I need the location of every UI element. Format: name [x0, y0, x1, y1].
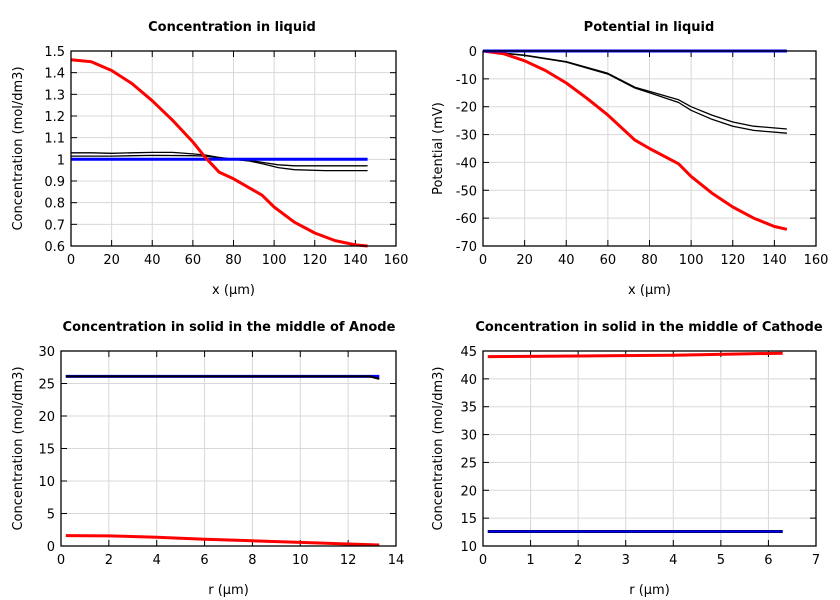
x-tick-label: 1: [526, 553, 534, 568]
x-tick-label: 14: [388, 553, 405, 568]
series-line: [71, 151, 368, 167]
y-tick-label: 25: [460, 456, 477, 471]
x-tick-label: 8: [248, 553, 256, 568]
y-tick-label: -60: [456, 212, 477, 227]
x-axis-label: x (μm): [628, 283, 671, 298]
x-tick-label: 6: [200, 553, 208, 568]
x-tick-label: 60: [600, 253, 617, 268]
series-line: [482, 49, 788, 231]
x-tick-label: 140: [343, 253, 368, 268]
x-tick-label: 4: [153, 553, 161, 568]
chart-2: 0 20 40 60 80 100 120 140 160 -70 -60 -50 -40 -30 -20 -…: [431, 20, 828, 298]
y-tick-label: 5: [47, 508, 55, 523]
x-tick-label: 160: [384, 253, 409, 268]
y-tick-label: 1.5: [44, 45, 65, 60]
x-tick-label: 20: [103, 253, 120, 268]
y-axis-label: Potential (mV): [431, 102, 446, 195]
y-tick-label: 1: [57, 153, 65, 168]
x-tick-label: 0: [479, 553, 487, 568]
y-tick-label: -10: [456, 73, 477, 88]
x-tick-label: 160: [804, 253, 829, 268]
x-tick-label: 80: [225, 253, 242, 268]
chart-1: 0 20 40 60 80 100 120 140 160 0.6 0.7 0.8 0.9 1 1.1 1.2…: [11, 20, 408, 298]
chart-title: Concentration in liquid: [148, 20, 316, 35]
x-axis-label: r (μm): [629, 583, 670, 598]
y-tick-label: -50: [456, 184, 477, 199]
y-tick-label: 20: [38, 410, 55, 425]
x-tick-label: 0: [479, 253, 487, 268]
y-tick-label: -20: [456, 101, 477, 116]
y-tick-label: 1.2: [44, 110, 65, 125]
series-line: [487, 351, 783, 359]
y-axis-label: Concentration (mol/dm3): [431, 366, 446, 530]
x-tick-label: 6: [764, 553, 772, 568]
plot-frame: [482, 350, 817, 547]
y-tick-label: 15: [460, 512, 477, 527]
y-tick-label: 0.7: [44, 218, 65, 233]
y-tick-label: 35: [460, 401, 477, 416]
x-tick-label: 2: [574, 553, 582, 568]
series-line: [65, 534, 380, 547]
y-tick-label: 0.6: [44, 240, 65, 255]
y-tick-label: 0: [469, 45, 477, 60]
x-tick-label: 5: [717, 553, 725, 568]
y-tick-label: 0: [47, 540, 55, 555]
y-tick-label: 1.3: [44, 88, 65, 103]
x-tick-label: 120: [720, 253, 745, 268]
x-tick-label: 80: [641, 253, 658, 268]
plot-frame: [70, 50, 397, 247]
series-line: [70, 58, 368, 248]
plot-frame: [482, 50, 817, 247]
x-tick-label: 40: [144, 253, 161, 268]
chart-title: Concentration in solid in the middle of …: [475, 320, 823, 335]
x-tick-label: 20: [516, 253, 533, 268]
x-tick-label: 3: [622, 553, 630, 568]
y-tick-label: 45: [460, 345, 477, 360]
x-tick-label: 10: [292, 553, 309, 568]
x-tick-label: 0: [67, 253, 75, 268]
x-tick-label: 12: [340, 553, 357, 568]
y-tick-label: -40: [456, 156, 477, 171]
x-tick-label: 7: [812, 553, 820, 568]
y-axis-label: Concentration (mol/dm3): [11, 66, 26, 230]
x-axis-label: r (μm): [208, 583, 249, 598]
y-tick-label: 0.8: [44, 197, 65, 212]
y-tick-label: 30: [460, 429, 477, 444]
x-tick-label: 120: [302, 253, 327, 268]
y-tick-label: 10: [38, 475, 55, 490]
y-tick-label: 20: [460, 484, 477, 499]
y-tick-label: 40: [460, 373, 477, 388]
y-tick-label: 15: [38, 443, 55, 458]
y-tick-label: -70: [456, 240, 477, 255]
y-tick-label: 25: [38, 378, 55, 393]
x-tick-label: 100: [679, 253, 704, 268]
y-tick-label: 0.9: [44, 175, 65, 190]
chart-title: Potential in liquid: [584, 20, 715, 35]
y-tick-label: 10: [460, 540, 477, 555]
y-tick-label: 1.1: [44, 132, 65, 147]
x-axis-label: x (μm): [212, 283, 255, 298]
x-tick-label: 2: [105, 553, 113, 568]
chart-title: Concentration in solid in the middle of …: [63, 320, 396, 335]
y-tick-label: -30: [456, 129, 477, 144]
series-line: [71, 154, 368, 172]
x-tick-label: 100: [262, 253, 287, 268]
series-line: [65, 375, 380, 380]
y-axis-label: Concentration (mol/dm3): [11, 366, 26, 530]
chart-3: 0 2 4 6 8 10 12 14 0 5 10 15 20 25 30 Concentration in …: [11, 320, 404, 598]
y-tick-label: 1.4: [44, 67, 65, 82]
x-tick-label: 60: [185, 253, 202, 268]
y-tick-label: 30: [38, 345, 55, 360]
x-tick-label: 40: [558, 253, 575, 268]
plot-frame: [60, 350, 397, 547]
x-tick-label: 140: [762, 253, 787, 268]
series-line: [482, 50, 787, 134]
x-tick-label: 0: [57, 553, 65, 568]
x-tick-label: 4: [669, 553, 677, 568]
